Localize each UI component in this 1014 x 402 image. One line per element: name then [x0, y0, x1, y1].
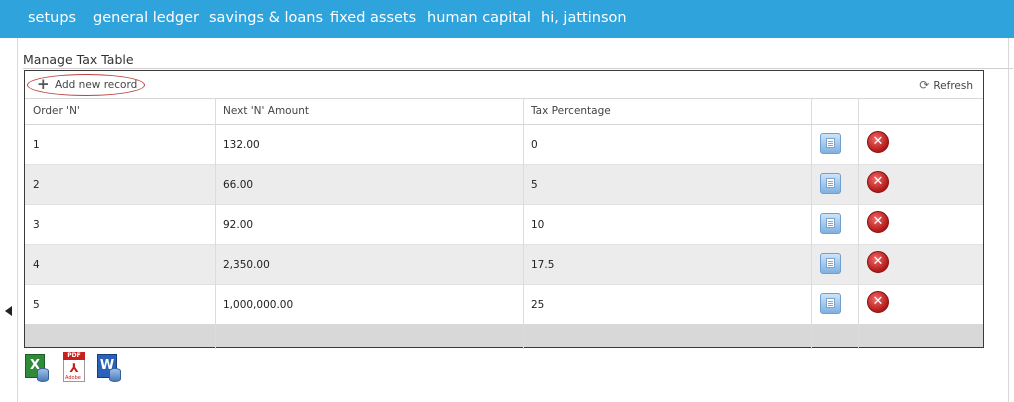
excel-export-icon[interactable]: X: [23, 352, 53, 384]
nav-fixed-assets[interactable]: fixed assets: [330, 10, 417, 26]
column-header-tax[interactable]: Tax Percentage: [531, 105, 611, 117]
tax-table-grid: + Add new record ⟳ Refresh Order 'N' Next…: [24, 70, 984, 349]
grid-toolbar: + Add new record ⟳ Refresh: [25, 71, 983, 99]
table-row: 1 132.00 0 ✕: [25, 125, 983, 165]
cell-order: 5: [33, 299, 40, 311]
cell-tax: 5: [531, 179, 538, 191]
cell-amount: 92.00: [223, 219, 254, 231]
column-divider: [858, 98, 859, 349]
cell-order: 1: [33, 139, 40, 151]
delete-record-icon[interactable]: ✕: [867, 251, 889, 273]
column-divider: [523, 98, 524, 349]
delete-record-icon[interactable]: ✕: [867, 291, 889, 313]
cell-amount: 132.00: [223, 139, 260, 151]
edit-record-icon[interactable]: [820, 293, 841, 314]
cell-order: 2: [33, 179, 40, 191]
table-row: 2 66.00 5 ✕: [25, 165, 983, 205]
pdf-band-label: PDF: [63, 352, 85, 360]
table-row: 4 2,350.00 17.5 ✕: [25, 245, 983, 285]
word-export-icon[interactable]: W: [95, 352, 125, 384]
cell-tax: 10: [531, 219, 545, 231]
nav-human-capital[interactable]: human capital: [427, 10, 531, 26]
pdf-export-icon[interactable]: PDF ⅄ Adobe: [59, 352, 89, 384]
column-header-delete: [858, 98, 983, 124]
table-row: 5 1,000,000.00 25 ✕: [25, 285, 983, 325]
title-divider: [23, 68, 1013, 69]
expand-sidebar-arrow-icon[interactable]: [5, 306, 12, 316]
refresh-button[interactable]: ⟳ Refresh: [919, 78, 973, 92]
cell-amount: 66.00: [223, 179, 254, 191]
cell-order: 3: [33, 219, 40, 231]
column-header-amount[interactable]: Next 'N' Amount: [223, 105, 310, 117]
grid-footer: [25, 324, 983, 347]
nav-general-ledger[interactable]: general ledger: [93, 10, 199, 26]
column-divider: [811, 98, 812, 349]
delete-record-icon[interactable]: ✕: [867, 211, 889, 233]
column-header-edit: [811, 98, 858, 124]
edit-record-icon[interactable]: [820, 253, 841, 274]
delete-record-icon[interactable]: ✕: [867, 171, 889, 193]
pdf-brand-label: Adobe: [65, 375, 81, 381]
table-row: 3 92.00 10 ✕: [25, 205, 983, 245]
column-divider: [215, 98, 216, 349]
cell-order: 4: [33, 259, 40, 271]
top-navigation-bar: setups general ledger savings & loans fi…: [0, 0, 1014, 38]
add-new-record-button[interactable]: + Add new record: [27, 74, 145, 96]
edit-record-icon[interactable]: [820, 133, 841, 154]
refresh-label: Refresh: [933, 80, 973, 92]
cell-tax: 25: [531, 299, 545, 311]
nav-user-greeting[interactable]: hi, jattinson: [541, 10, 627, 26]
collapsed-sidebar: [0, 38, 18, 402]
right-divider: [1008, 38, 1009, 402]
add-new-record-label: Add new record: [55, 79, 138, 91]
delete-record-icon[interactable]: ✕: [867, 131, 889, 153]
cell-amount: 1,000,000.00: [223, 299, 294, 311]
page-title: Manage Tax Table: [23, 52, 134, 67]
refresh-icon: ⟳: [919, 78, 930, 92]
column-header-order[interactable]: Order 'N': [33, 105, 80, 117]
grid-header: Order 'N' Next 'N' Amount Tax Percentage: [25, 98, 983, 125]
edit-record-icon[interactable]: [820, 173, 841, 194]
cell-amount: 2,350.00: [223, 259, 270, 271]
nav-savings-loans[interactable]: savings & loans: [209, 10, 324, 26]
cell-tax: 17.5: [531, 259, 555, 271]
plus-icon: +: [37, 75, 50, 93]
nav-setups[interactable]: setups: [28, 10, 77, 26]
cell-tax: 0: [531, 139, 538, 151]
edit-record-icon[interactable]: [820, 213, 841, 234]
